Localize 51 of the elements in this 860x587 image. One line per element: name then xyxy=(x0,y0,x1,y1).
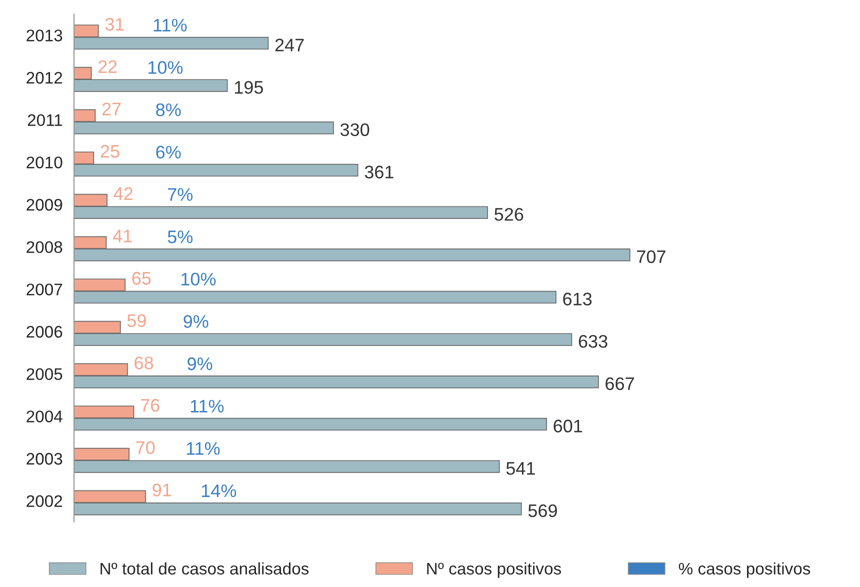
annotation: 5% xyxy=(168,230,193,244)
annotation: 11% xyxy=(154,18,187,32)
data-label: 91 xyxy=(152,484,172,496)
data-label: 569 xyxy=(528,504,557,518)
y-tick-label: 2012 xyxy=(26,72,62,84)
data-label: 707 xyxy=(637,250,666,264)
y-tick-label: 2008 xyxy=(26,241,62,254)
legend-label: Nº casos positivos xyxy=(427,562,562,578)
data-label: 195 xyxy=(234,80,263,94)
data-label: 601 xyxy=(554,420,582,432)
data-label: 41 xyxy=(112,230,132,242)
data-label: 27 xyxy=(102,102,121,116)
data-label: 68 xyxy=(134,356,154,370)
data-label: 76 xyxy=(140,398,160,412)
data-label: 361 xyxy=(364,166,394,178)
data-label: 667 xyxy=(606,377,634,390)
data-label: 330 xyxy=(340,123,370,136)
data-label: 70 xyxy=(136,441,155,454)
annotation: 10% xyxy=(148,61,183,74)
data-label: 25 xyxy=(100,144,120,158)
data-label: 247 xyxy=(275,38,304,52)
data-label: 59 xyxy=(127,314,146,328)
y-tick-label: 2003 xyxy=(26,452,62,465)
annotation: 9% xyxy=(184,315,208,328)
y-tick-label: 2002 xyxy=(26,495,62,508)
y-tick-label: 2004 xyxy=(26,410,62,422)
annotation: 11% xyxy=(190,400,224,412)
annotation: 7% xyxy=(168,188,193,201)
y-tick-label: 2006 xyxy=(26,326,62,338)
data-label: 613 xyxy=(563,292,592,306)
data-label: 65 xyxy=(132,272,151,285)
annotation: 9% xyxy=(188,357,212,370)
y-tick-label: 2011 xyxy=(28,114,62,126)
annotation: 11% xyxy=(186,442,220,455)
annotation: 8% xyxy=(156,103,181,116)
annotation: 10% xyxy=(182,272,216,286)
data-label: 42 xyxy=(114,187,132,200)
y-tick-label: 2009 xyxy=(26,198,62,211)
data-label: 22 xyxy=(98,60,117,73)
y-tick-label: 2007 xyxy=(26,284,62,296)
annotation: 14% xyxy=(202,484,236,498)
annotation: 6% xyxy=(156,146,181,159)
data-label: 31 xyxy=(105,18,124,31)
data-label: 541 xyxy=(506,462,535,475)
legend-label: % casos positivos xyxy=(678,562,810,578)
data-label: 526 xyxy=(494,208,524,221)
y-tick-label: 2013 xyxy=(26,30,62,42)
data-label: 633 xyxy=(578,334,608,348)
y-tick-label: 2010 xyxy=(26,156,62,168)
y-tick-label: 2005 xyxy=(26,368,62,380)
legend-label: Nº total de casos analisados xyxy=(100,562,309,575)
